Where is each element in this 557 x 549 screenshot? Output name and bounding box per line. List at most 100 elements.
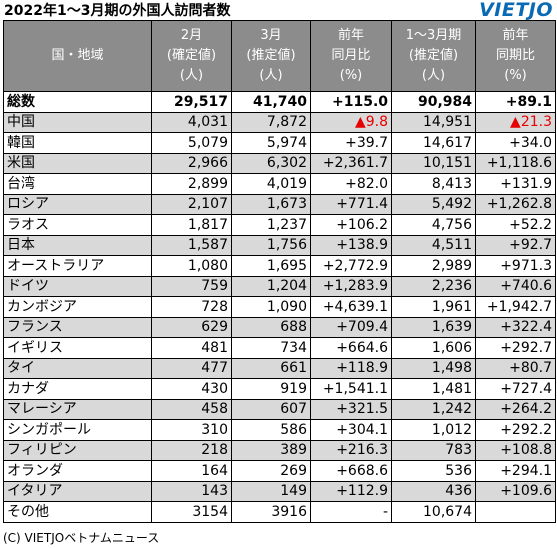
country-cell: 日本: [3, 234, 152, 256]
yoy-month-cell: +1,541.1: [310, 378, 392, 400]
header-yoy-month-line1: 前年: [337, 28, 364, 43]
feb-cell: 29,517: [151, 91, 232, 113]
table-body: 総数 29,517 41,740 +115.0 90,984 +89.1 中国 4,031 7,…: [3, 91, 556, 523]
yoy-period-cell: +1,942.7: [475, 296, 556, 318]
yoy-month-cell: +664.6: [310, 337, 392, 359]
page-title: 2022年1～3月期の外国人訪問者数: [4, 3, 231, 19]
yoy-month-cell: +138.9: [310, 234, 392, 256]
yoy-period-cell: +1,118.6: [475, 152, 556, 174]
feb-cell: 728: [151, 296, 232, 318]
q1-cell: 10,151: [391, 152, 476, 174]
yoy-period-cell: +294.1: [475, 460, 556, 482]
yoy-month-cell: +106.2: [310, 214, 392, 236]
yoy-month-cell: +709.4: [310, 316, 392, 338]
country-cell: フィリピン: [3, 439, 152, 461]
yoy-month-cell: +304.1: [310, 419, 392, 441]
yoy-month-cell: +112.9: [310, 480, 392, 502]
yoy-period-cell: +292.7: [475, 337, 556, 359]
mar-cell: 1,204: [231, 275, 311, 297]
mar-cell: 5,974: [231, 132, 311, 154]
table-row: 中国 4,031 7,872 ▲9.8 14,951 ▲21.3: [3, 111, 556, 133]
yoy-period-cell: +322.4: [475, 316, 556, 338]
total-row: 総数 29,517 41,740 +115.0 90,984 +89.1: [3, 91, 556, 113]
q1-cell: 2,989: [391, 255, 476, 277]
q1-cell: 1,639: [391, 316, 476, 338]
table-row: ロシア 2,107 1,673 +771.4 5,492 +1,262.8: [3, 193, 556, 215]
feb-cell: 2,899: [151, 173, 232, 195]
mar-cell: 1,237: [231, 214, 311, 236]
q1-cell: 4,511: [391, 234, 476, 256]
yoy-period-cell: [475, 501, 556, 523]
yoy-period-cell: +34.0: [475, 132, 556, 154]
yoy-period-cell: +264.2: [475, 398, 556, 420]
mar-cell: 269: [231, 460, 311, 482]
yoy-period-cell: +92.7: [475, 234, 556, 256]
copyright-footer: (C) VIETJOベトナムニュース: [3, 531, 160, 545]
header-feb-line1: 2月: [180, 28, 203, 43]
header-mar-line2: (推定値): [246, 48, 296, 63]
country-cell: ドイツ: [3, 275, 152, 297]
yoy-month-cell: +668.6: [310, 460, 392, 482]
header-q1-line3: (人): [421, 68, 446, 83]
header-q1-line2: (推定値): [408, 48, 459, 63]
header-mar: 3月 (推定値) (人): [231, 20, 311, 92]
mar-cell: 4,019: [231, 173, 311, 195]
mar-cell: 1,673: [231, 193, 311, 215]
yoy-month-cell: +2,361.7: [310, 152, 392, 174]
table-row: 米国 2,966 6,302 +2,361.7 10,151 +1,118.6: [3, 152, 556, 174]
table-row: 日本 1,587 1,756 +138.9 4,511 +92.7: [3, 234, 556, 256]
feb-cell: 5,079: [151, 132, 232, 154]
yoy-month-cell: +4,639.1: [310, 296, 392, 318]
table-row: オーストラリア 1,080 1,695 +2,772.9 2,989 +971.3: [3, 255, 556, 277]
feb-cell: 310: [151, 419, 232, 441]
header-mar-line1: 3月: [260, 28, 282, 43]
header-yoy-month-line3: (%): [339, 68, 363, 83]
table-row: 韓国 5,079 5,974 +39.7 14,617 +34.0: [3, 132, 556, 154]
mar-cell: 1,090: [231, 296, 311, 318]
q1-cell: 90,984: [391, 91, 476, 113]
feb-cell: 4,031: [151, 111, 232, 133]
yoy-period-cell: +80.7: [475, 357, 556, 379]
mar-cell: 1,695: [231, 255, 311, 277]
yoy-month-cell: +1,283.9: [310, 275, 392, 297]
mar-cell: 41,740: [231, 91, 311, 113]
mar-cell: 389: [231, 439, 311, 461]
country-cell: カナダ: [3, 378, 152, 400]
q1-cell: 14,617: [391, 132, 476, 154]
mar-cell: 6,302: [231, 152, 311, 174]
feb-cell: 477: [151, 357, 232, 379]
feb-cell: 481: [151, 337, 232, 359]
header-feb-line2: (確定値): [166, 48, 217, 63]
feb-cell: 2,966: [151, 152, 232, 174]
table-row: ラオス 1,817 1,237 +106.2 4,756 +52.2: [3, 214, 556, 236]
country-cell: イタリア: [3, 480, 152, 502]
feb-cell: 218: [151, 439, 232, 461]
yoy-period-cell: +109.6: [475, 480, 556, 502]
country-cell: シンガポール: [3, 419, 152, 441]
table-row: オランダ 164 269 +668.6 536 +294.1: [3, 460, 556, 482]
table-row: フィリピン 218 389 +216.3 783 +108.8: [3, 439, 556, 461]
country-cell: カンボジア: [3, 296, 152, 318]
yoy-month-cell: +2,772.9: [310, 255, 392, 277]
header-q1-line1: 1～3月期: [405, 28, 462, 43]
visitor-table: 国・地域 2月 (確定値) (人) 3月 (推定値) (人) 前年 同月比 (%…: [3, 20, 556, 523]
country-cell: マレーシア: [3, 398, 152, 420]
yoy-month-cell: +118.9: [310, 357, 392, 379]
country-cell: ラオス: [3, 214, 152, 236]
header-country: 国・地域: [3, 20, 152, 92]
yoy-period-cell: +740.6: [475, 275, 556, 297]
country-cell: その他: [3, 501, 152, 523]
yoy-period-cell: +292.2: [475, 419, 556, 441]
yoy-month-cell: +216.3: [310, 439, 392, 461]
header-mar-line3: (人): [259, 68, 283, 83]
mar-cell: 688: [231, 316, 311, 338]
yoy-period-cell: +52.2: [475, 214, 556, 236]
table-row: 台湾 2,899 4,019 +82.0 8,413 +131.9: [3, 173, 556, 195]
table-row: マレーシア 458 607 +321.5 1,242 +264.2: [3, 398, 556, 420]
country-cell: 韓国: [3, 132, 152, 154]
header-yoy-period-line3: (%): [504, 68, 527, 83]
q1-cell: 5,492: [391, 193, 476, 215]
yoy-period-cell: +131.9: [475, 173, 556, 195]
mar-cell: 734: [231, 337, 311, 359]
feb-cell: 458: [151, 398, 232, 420]
